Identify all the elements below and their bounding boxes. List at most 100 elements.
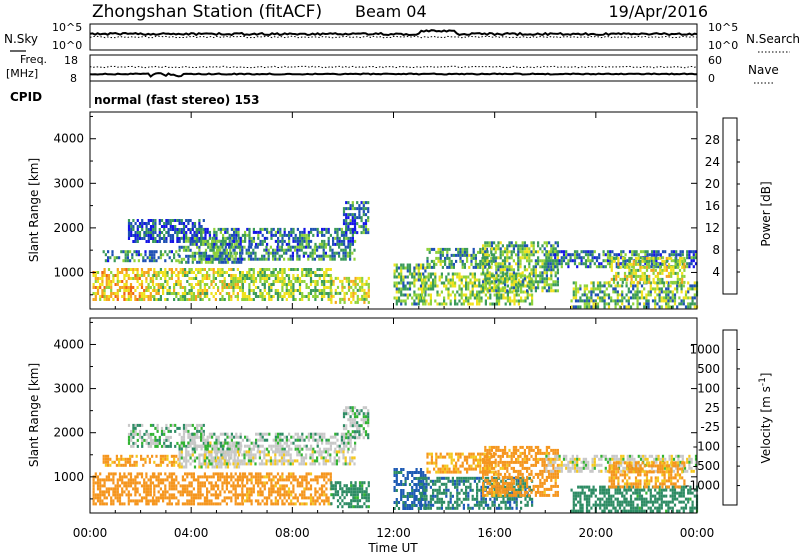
heatmap-cell — [354, 282, 357, 286]
heatmap-cell — [165, 231, 168, 234]
heatmap-cell — [665, 293, 668, 297]
heatmap-cell — [524, 296, 527, 300]
heatmap-cell — [307, 257, 310, 261]
heatmap-cell — [96, 277, 100, 280]
heatmap-cell — [519, 259, 522, 263]
heatmap-cell — [439, 262, 442, 266]
heatmap-cell — [429, 293, 432, 297]
heatmap-cell — [311, 257, 314, 261]
heatmap-cell — [145, 502, 148, 506]
heatmap-cell — [182, 432, 186, 436]
heatmap-cell — [143, 222, 146, 225]
heatmap-cell — [199, 298, 202, 301]
heatmap-cell — [365, 297, 368, 301]
heatmap-cell — [345, 444, 348, 448]
heatmap-cell — [152, 222, 155, 225]
heatmap-cell — [656, 287, 659, 291]
heatmap-cell — [154, 444, 157, 448]
heatmap-cell — [312, 289, 315, 292]
heatmap-cell — [345, 201, 348, 205]
heatmap-cell — [336, 444, 339, 448]
heatmap-cell — [587, 250, 590, 254]
heatmap-cell — [539, 271, 542, 275]
heatmap-cell — [486, 277, 489, 281]
heatmap-cell — [116, 478, 119, 482]
heatmap-cell — [118, 289, 122, 292]
heatmap-cell — [163, 444, 166, 448]
heatmap-cell — [347, 279, 351, 283]
heatmap-cell — [169, 225, 172, 228]
heatmap-cell — [356, 282, 359, 286]
heatmap-cell — [145, 499, 148, 503]
heatmap-cell — [329, 444, 332, 448]
heatmap-cell — [250, 462, 253, 466]
heatmap-cell — [214, 496, 217, 500]
heatmap-cell — [162, 274, 165, 277]
heatmap-cell — [239, 447, 242, 451]
heatmap-cell — [145, 493, 148, 497]
heatmap-cell — [185, 260, 188, 264]
heatmap-cell — [281, 239, 284, 243]
heatmap-cell — [301, 438, 304, 442]
heatmap-cell — [467, 296, 470, 300]
heatmap-cell — [127, 292, 130, 295]
heatmap-cell — [175, 496, 178, 500]
heatmap-cell — [179, 268, 182, 271]
heatmap-cell — [478, 299, 481, 303]
heatmap-cell — [447, 287, 450, 291]
heatmap-cell — [96, 271, 100, 274]
heatmap-cell — [182, 228, 186, 231]
heatmap-cell — [309, 254, 312, 258]
heatmap-cell — [104, 253, 107, 257]
heatmap-cell — [438, 275, 441, 279]
heatmap-cell — [248, 230, 251, 234]
heatmap-cell — [217, 456, 220, 460]
heatmap-cell — [141, 435, 144, 439]
heatmap-cell — [170, 292, 173, 295]
heatmap-cell — [353, 228, 357, 232]
heatmap-cell — [545, 268, 548, 272]
heatmap-cell — [482, 283, 485, 287]
heatmap-cell — [198, 254, 201, 258]
heatmap-cell — [156, 234, 159, 237]
heatmap-cell — [287, 248, 290, 252]
heatmap-cell — [202, 251, 205, 255]
heatmap-cell — [237, 260, 241, 264]
heatmap-cell — [484, 284, 487, 288]
heatmap-cell — [316, 450, 319, 454]
heatmap-cell — [406, 281, 409, 285]
heatmap-cell — [322, 456, 325, 460]
heatmap-cell — [221, 286, 224, 289]
heatmap-cell — [236, 496, 239, 500]
heatmap-cell — [217, 286, 220, 289]
heatmap-cell — [511, 275, 514, 279]
heatmap-cell — [604, 265, 607, 269]
heatmap-cell — [204, 260, 208, 264]
heatmap-cell — [519, 244, 522, 248]
heatmap-cell — [121, 490, 124, 494]
heatmap-cell — [166, 490, 169, 494]
heatmap-cell — [519, 283, 522, 287]
heatmap-cell — [149, 268, 152, 271]
heatmap-cell — [208, 233, 211, 237]
heatmap-cell — [604, 253, 607, 257]
heatmap-cell — [351, 213, 354, 217]
heatmap-cell — [636, 299, 639, 303]
heatmap-cell — [213, 465, 216, 469]
heatmap-cell — [274, 453, 277, 457]
heatmap-cell — [155, 496, 158, 500]
heatmap-cell — [184, 472, 187, 476]
heatmap-cell — [526, 284, 529, 288]
heatmap-cell — [350, 300, 353, 304]
heatmap-cell — [239, 435, 242, 439]
heatmap-cell — [233, 233, 236, 237]
heatmap-cell — [667, 290, 670, 294]
heatmap-cell — [285, 298, 288, 301]
heatmap-cell — [244, 444, 247, 448]
heatmap-cell — [124, 259, 127, 263]
heatmap-cell — [299, 230, 302, 234]
nave-tick-bottom: 0 — [708, 72, 715, 85]
heatmap-cell — [305, 435, 308, 439]
heatmap-cell — [232, 484, 235, 488]
